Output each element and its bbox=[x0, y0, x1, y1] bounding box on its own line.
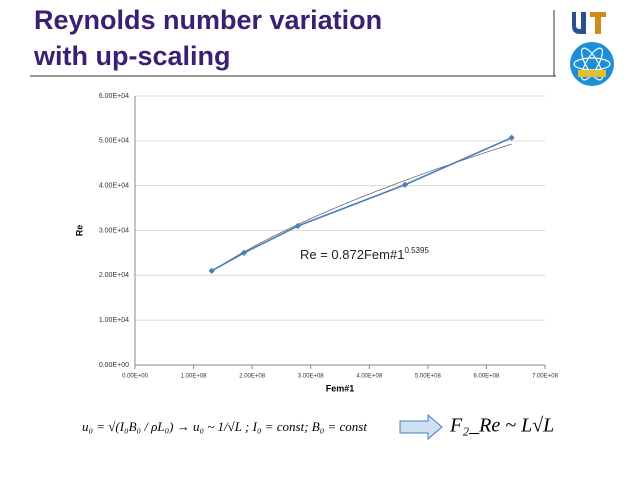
x-axis-label: Fem#1 bbox=[326, 383, 355, 393]
logo bbox=[570, 12, 614, 86]
formula: F₂_Re ~ L√L bbox=[449, 415, 554, 437]
trendline-label: Re = 0.872Fem#10.5395 bbox=[300, 246, 429, 262]
x-tick-label: 4.00E+08 bbox=[356, 374, 383, 380]
trendline-label: Re = 0.872Fem#1 bbox=[300, 247, 404, 262]
arrow bbox=[399, 413, 443, 441]
x-tick-label: 5.00E+08 bbox=[415, 374, 442, 380]
y-tick-label: 5.00E+04 bbox=[99, 138, 129, 145]
x-tick-label: 1.00E+08 bbox=[181, 374, 208, 380]
y-tick-label: 4.00E+04 bbox=[99, 183, 129, 190]
y-tick-label: 0.00E+00 bbox=[99, 362, 129, 369]
x-tick-label: 3.00E+08 bbox=[298, 374, 325, 380]
y-tick-label: 2.00E+04 bbox=[99, 272, 129, 279]
x-tick-label: 6.00E+08 bbox=[473, 374, 500, 380]
marker bbox=[508, 134, 515, 141]
x-tick-label: 7.00E+08 bbox=[532, 374, 559, 380]
slide-title: with up-scaling bbox=[33, 41, 231, 71]
chart: 0.00E+00 1.00E+04 2.00E+04 3.00E+04 4.00E+04… bbox=[74, 93, 558, 394]
y-tick-label: 6.00E+04 bbox=[99, 93, 129, 100]
formula: u₀ = √(I₀B₀ / ρL₀) → u₀ ~ 1/√L ; I₀ = co… bbox=[82, 419, 367, 434]
x-tick-label: 2.00E+08 bbox=[239, 374, 266, 380]
marker bbox=[208, 267, 215, 274]
trendline-exponent: 0.5395 bbox=[404, 246, 429, 255]
y-tick-label: 1.00E+04 bbox=[99, 317, 129, 324]
marker bbox=[401, 181, 409, 188]
y-axis-label: Re bbox=[74, 225, 84, 237]
x-tick-label: 0.00E+00 bbox=[122, 374, 149, 380]
slide-title: Reynolds number variation bbox=[34, 5, 382, 35]
y-tick-label: 3.00E+04 bbox=[99, 227, 129, 234]
